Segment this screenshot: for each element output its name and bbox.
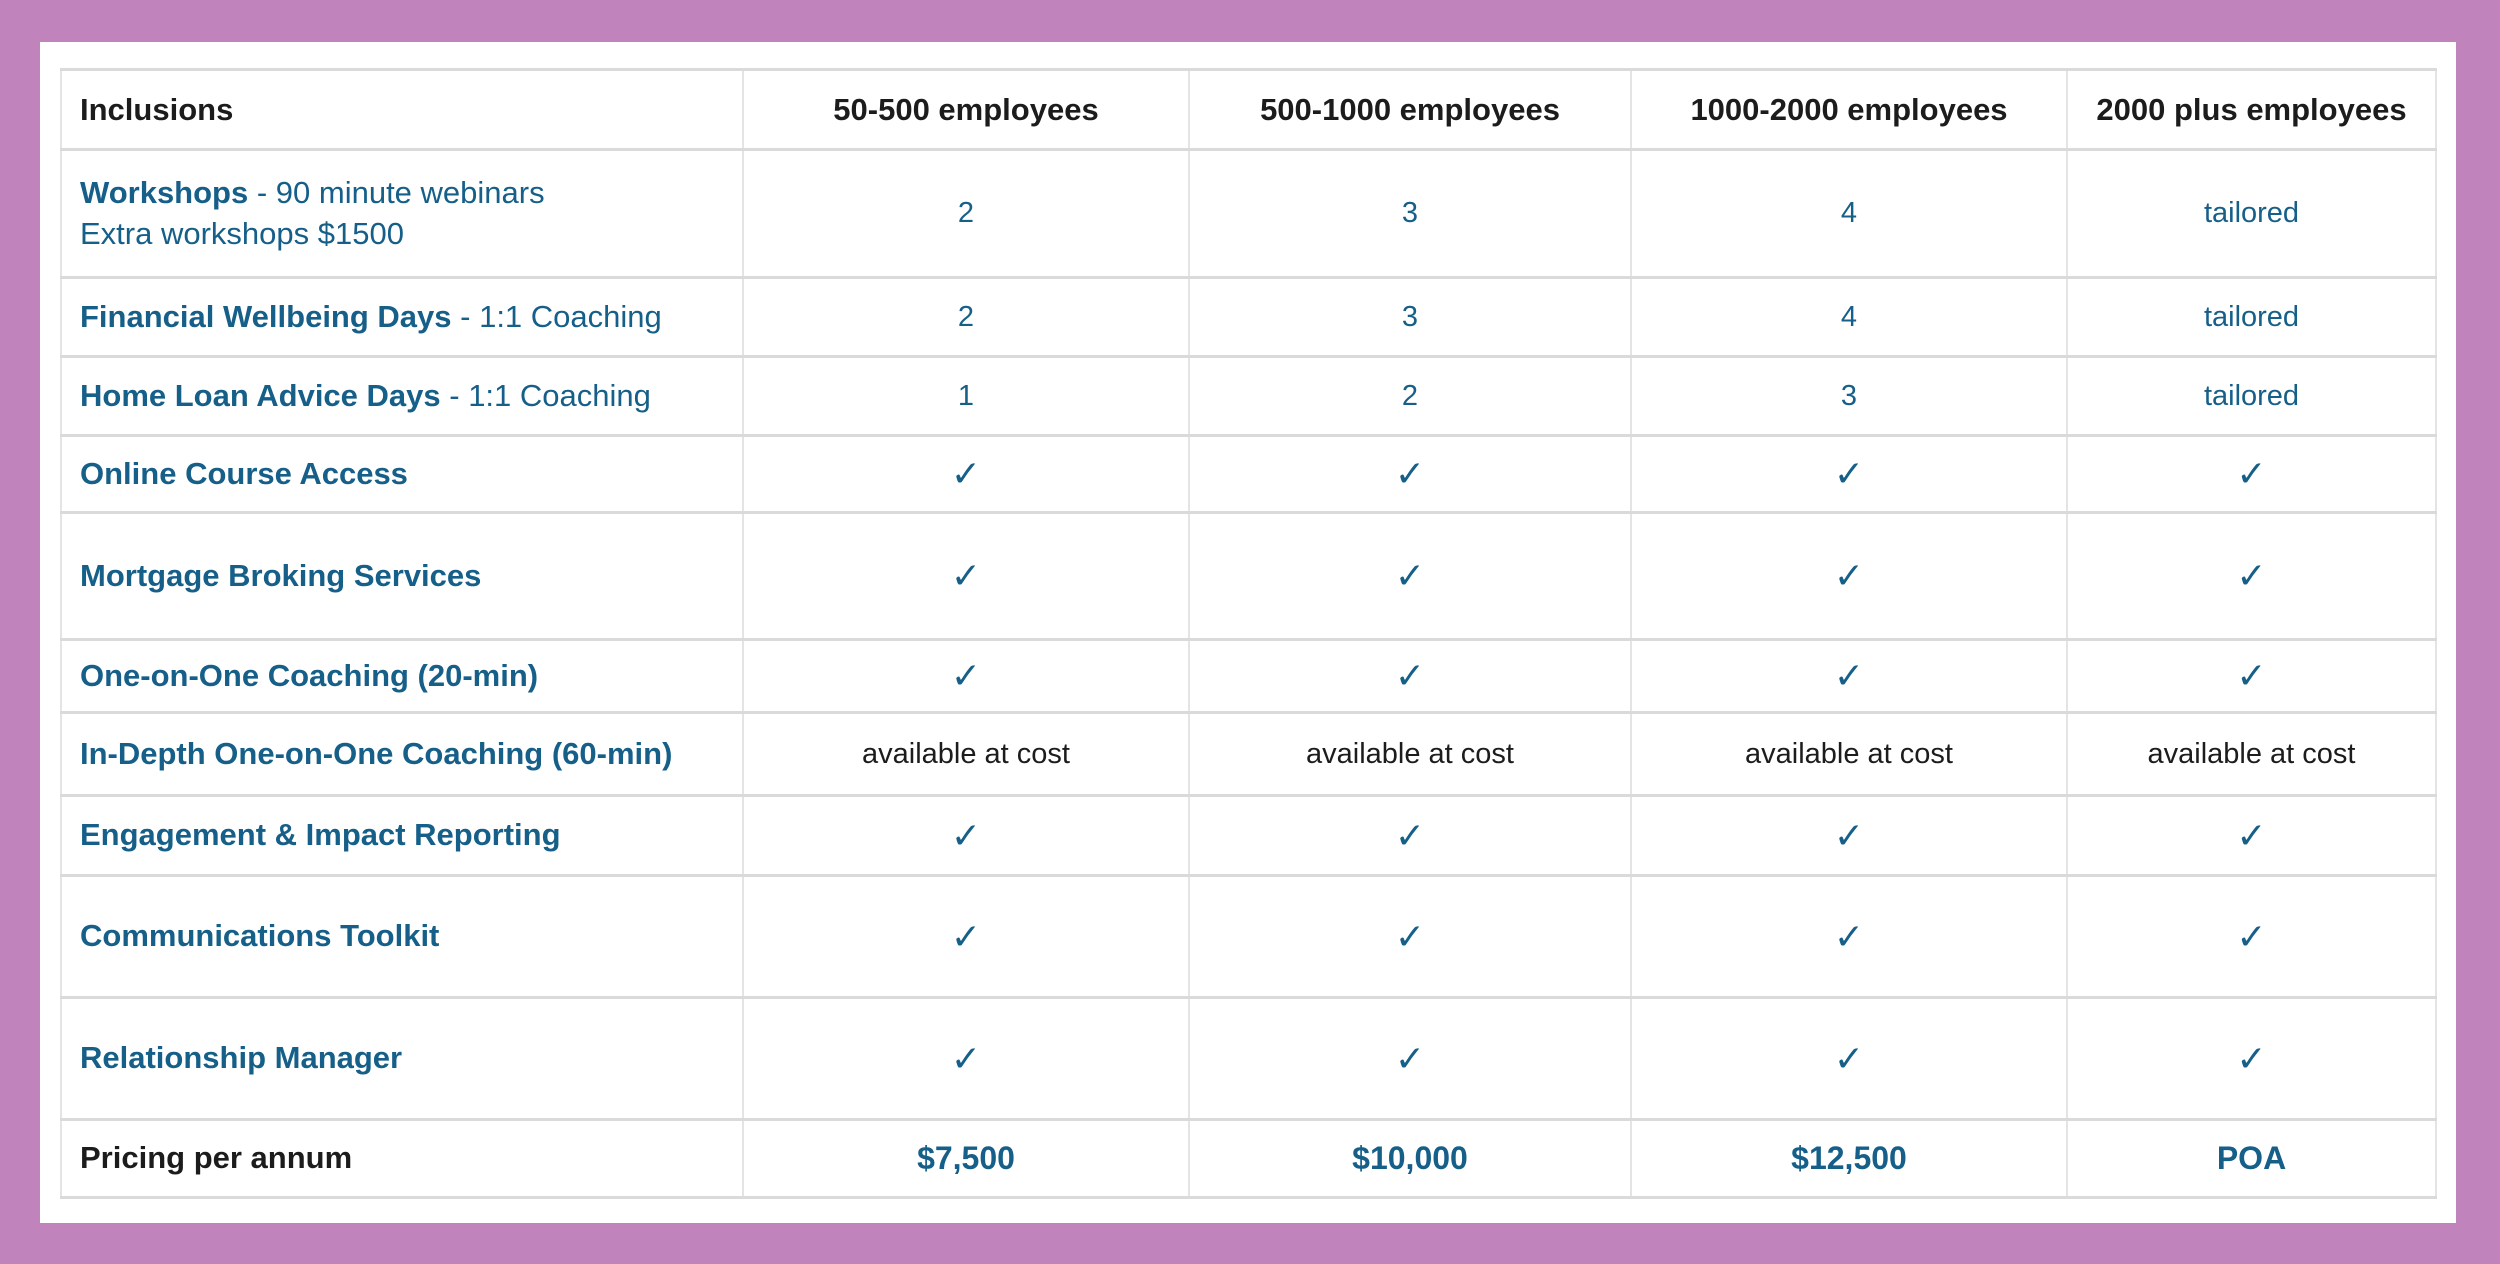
checkmark-icon: ✓ [2066,434,2437,514]
table-row-online-course-access: Online Course Access ✓ ✓ ✓ ✓ [60,434,2437,514]
checkmark-icon: ✓ [1630,794,2068,877]
table-row-workshops: Workshops - 90 minute webinars Extra work… [60,148,2437,279]
row-label-bold: Workshops [80,175,249,211]
cell-value: tailored [2066,276,2437,358]
table-row-one-on-one-coaching-20-min: One-on-One Coaching (20-min) ✓ ✓ ✓ ✓ [60,638,2437,714]
checkmark-icon: ✓ [742,874,1190,999]
row-label-communications-toolkit: Communications Toolkit [60,874,744,999]
checkmark-icon: ✓ [1630,434,2068,514]
checkmark-icon: ✓ [1630,874,2068,999]
checkmark-icon: ✓ [742,511,1190,641]
checkmark-icon: ✓ [1188,996,1632,1121]
checkmark-icon: ✓ [2066,996,2437,1121]
cell-value: 2 [1188,355,1632,437]
row-label-bold: One-on-One Coaching (20-min) [80,657,539,693]
cell-value: available at cost [742,711,1190,797]
header-row: Inclusions 50-500 employees 500-1000 emp… [60,68,2437,151]
row-label-bold: Financial Wellbeing Days [80,298,452,334]
row-label-bold: Engagement & Impact Reporting [80,817,561,853]
checkmark-icon: ✓ [1630,638,2068,714]
cell-value: tailored [2066,355,2437,437]
table-row-engagement-impact-reporting: Engagement & Impact Reporting ✓ ✓ ✓ ✓ [60,794,2437,877]
column-header-inclusions: Inclusions [60,68,744,151]
row-label-bold: Communications Toolkit [80,918,440,954]
pricing-table-panel: Inclusions 50-500 employees 500-1000 emp… [40,42,2456,1223]
table-row-home-loan-advice-days: Home Loan Advice Days - 1:1 Coaching 1 2 3 t… [60,355,2437,437]
checkmark-icon: ✓ [1188,511,1632,641]
table-row-in-depth-one-on-one-coaching-60-min: In-Depth One-on-One Coaching (60-min) ava… [60,711,2437,797]
column-header-1000-2000: 1000-2000 employees [1630,68,2068,151]
row-label-bold: Relationship Manager [80,1040,403,1076]
cell-value: 1 [742,355,1190,437]
row-label-detail: - 1:1 Coaching [451,298,662,334]
checkmark-icon: ✓ [2066,874,2437,999]
cell-value: 2 [742,276,1190,358]
row-label-in-depth-one-on-one-coaching-60-min: In-Depth One-on-One Coaching (60-min) [60,711,744,797]
checkmark-icon: ✓ [1630,511,2068,641]
checkmark-icon: ✓ [2066,794,2437,877]
row-label-online-course-access: Online Course Access [60,434,744,514]
table-row-financial-wellbeing-days: Financial Wellbeing Days - 1:1 Coaching 2… [60,276,2437,358]
cell-value: POA [2066,1118,2437,1199]
cell-value: available at cost [2066,711,2437,797]
pricing-table: Inclusions 50-500 employees 500-1000 emp… [60,68,2437,1199]
checkmark-icon: ✓ [2066,638,2437,714]
cell-value: $12,500 [1630,1118,2068,1199]
row-label-one-on-one-coaching-20-min: One-on-One Coaching (20-min) [60,638,744,714]
row-label-bold: Mortgage Broking Services [80,557,482,593]
checkmark-icon: ✓ [742,638,1190,714]
row-label-bold: In-Depth One-on-One Coaching (60-min) [80,735,673,771]
checkmark-icon: ✓ [742,434,1190,514]
cell-value: 2 [742,148,1190,279]
cell-value: 3 [1188,276,1632,358]
column-header-2000-plus: 2000 plus employees [2066,68,2437,151]
row-label-engagement-impact-reporting: Engagement & Impact Reporting [60,794,744,877]
column-header-50-500: 50-500 employees [742,68,1190,151]
cell-value: 4 [1630,276,2068,358]
cell-value: tailored [2066,148,2437,279]
checkmark-icon: ✓ [1188,638,1632,714]
checkmark-icon: ✓ [1188,434,1632,514]
cell-value: available at cost [1188,711,1632,797]
checkmark-icon: ✓ [742,794,1190,877]
table-row-communications-toolkit: Communications Toolkit ✓ ✓ ✓ ✓ [60,874,2437,999]
checkmark-icon: ✓ [742,996,1190,1121]
row-label-workshops: Workshops - 90 minute webinars Extra work… [60,148,744,279]
checkmark-icon: ✓ [1188,794,1632,877]
cell-value: 3 [1188,148,1632,279]
row-label-pricing-per-annum: Pricing per annum [60,1118,744,1199]
row-label-relationship-manager: Relationship Manager [60,996,744,1121]
cell-value: $7,500 [742,1118,1190,1199]
column-header-500-1000: 500-1000 employees [1188,68,1632,151]
cell-value: 4 [1630,148,2068,279]
table-row-mortgage-broking-services: Mortgage Broking Services ✓ ✓ ✓ ✓ [60,511,2437,641]
cell-value: available at cost [1630,711,2068,797]
row-label-bold: Online Course Access [80,455,408,491]
row-label-detail: - 1:1 Coaching [440,377,651,413]
checkmark-icon: ✓ [1630,996,2068,1121]
row-label-bold: Home Loan Advice Days [80,377,441,413]
cell-value: 3 [1630,355,2068,437]
checkmark-icon: ✓ [1188,874,1632,999]
row-label-bold: Pricing per annum [80,1140,353,1176]
table-row-pricing-per-annum: Pricing per annum $7,500 $10,000 $12,500 POA [60,1118,2437,1199]
row-label-detail: - 90 minute webinars [248,175,545,211]
checkmark-icon: ✓ [2066,511,2437,641]
row-label-home-loan-advice-days: Home Loan Advice Days - 1:1 Coaching [60,355,744,437]
row-label-financial-wellbeing-days: Financial Wellbeing Days - 1:1 Coaching [60,276,744,358]
cell-value: $10,000 [1188,1118,1632,1199]
row-label-mortgage-broking-services: Mortgage Broking Services [60,511,744,641]
table-row-relationship-manager: Relationship Manager ✓ ✓ ✓ ✓ [60,996,2437,1121]
row-label-line2: Extra workshops $1500 [80,215,404,251]
